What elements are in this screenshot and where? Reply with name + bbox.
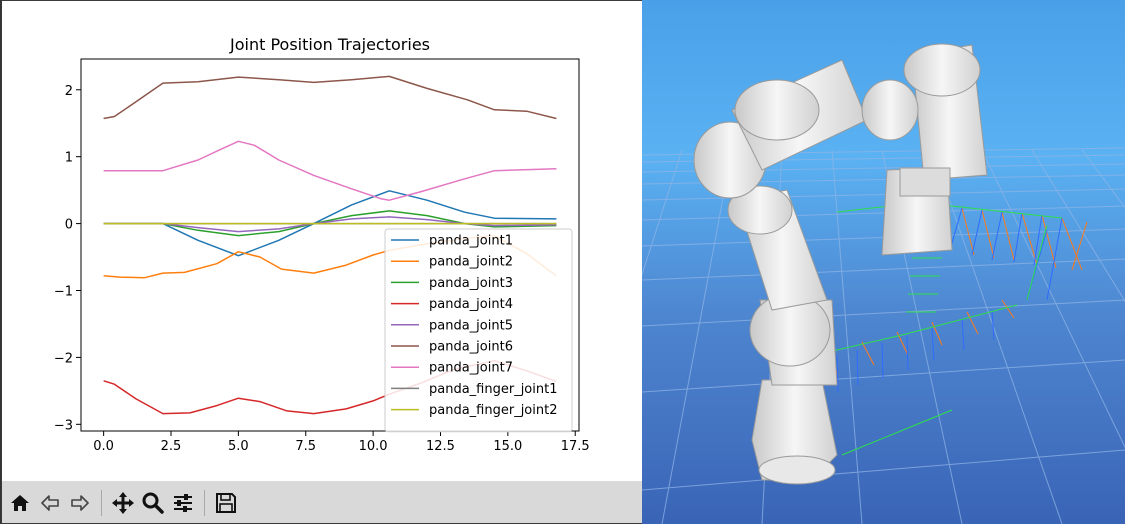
matplotlib-figure-window: Joint Position Trajectories 0.0 2.5 5.0 7.5…	[0, 0, 642, 524]
forward-arrow-icon	[71, 494, 89, 511]
legend-label-panda_joint7: panda_joint7	[429, 361, 513, 376]
y-tick-label: 1	[65, 151, 73, 166]
floppy-disk-icon	[216, 492, 236, 513]
x-tick-label: 12.5	[426, 439, 455, 454]
legend-label-panda_joint3: panda_joint3	[429, 276, 513, 291]
plot-area[interactable]: 0.0 2.5 5.0 7.5 10.0 12.5 15.0 17.5 2 1 0 −1 −2 −3 pan…	[54, 58, 590, 454]
configure-subplots-button[interactable]	[170, 489, 196, 517]
back-button[interactable]	[37, 489, 63, 517]
toolbar-separator	[101, 489, 102, 516]
legend-box	[384, 228, 573, 433]
pan-button[interactable]	[110, 489, 136, 517]
legend-label-panda_joint2: panda_joint2	[429, 255, 513, 270]
navigation-toolbar	[1, 481, 642, 524]
y-tick-label: −3	[54, 418, 73, 433]
x-tick-label: 10.0	[359, 439, 388, 454]
x-tick-label: 15.0	[493, 439, 522, 454]
zoom-button[interactable]	[140, 489, 166, 517]
legend-label-panda_finger_joint1: panda_finger_joint1	[429, 382, 557, 397]
sliders-icon	[174, 493, 192, 512]
home-icon	[11, 494, 29, 511]
y-tick-label: −2	[54, 351, 73, 366]
y-tick-label: 2	[65, 84, 73, 99]
home-button[interactable]	[7, 489, 33, 517]
legend-label-panda_joint4: panda_joint4	[429, 297, 513, 312]
forward-button[interactable]	[67, 489, 93, 517]
panda-robot-arm	[693, 43, 988, 485]
joint-trajectory-chart: Joint Position Trajectories 0.0 2.5 5.0 7.5…	[54, 35, 590, 454]
series-line-panda_joint7	[103, 140, 557, 201]
robot-scene	[642, 0, 1125, 524]
legend-label-panda_joint5: panda_joint5	[429, 318, 513, 333]
3d-simulation-viewport[interactable]	[642, 0, 1125, 524]
y-tick-label: −1	[54, 284, 73, 299]
x-tick-label: 7.5	[295, 439, 316, 454]
magnifier-icon	[142, 492, 164, 514]
move-arrows-icon	[112, 491, 134, 514]
legend-label-panda_joint6: panda_joint6	[429, 340, 513, 355]
back-arrow-icon	[41, 494, 59, 511]
axes-frame	[80, 58, 580, 432]
toolbar-separator	[204, 489, 205, 516]
save-button[interactable]	[213, 489, 239, 517]
legend-label-panda_joint1: panda_joint1	[429, 234, 513, 249]
legend-label-panda_finger_joint2: panda_finger_joint2	[429, 403, 557, 418]
chart-title: Joint Position Trajectories	[229, 35, 430, 54]
series-line-panda_joint6	[103, 75, 557, 120]
x-tick-label: 17.5	[561, 439, 590, 454]
x-tick-label: 5.0	[228, 439, 249, 454]
x-tick-label: 2.5	[161, 439, 182, 454]
x-tick-label: 0.0	[93, 439, 114, 454]
y-tick-label: 0	[65, 218, 73, 233]
